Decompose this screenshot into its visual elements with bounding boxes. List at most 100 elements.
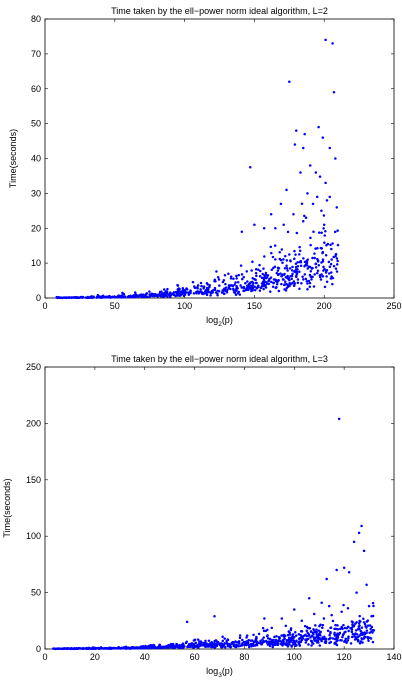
data-point xyxy=(320,261,323,264)
data-point xyxy=(67,647,70,650)
data-point xyxy=(204,639,207,643)
data-point-outlier xyxy=(300,619,304,623)
data-point xyxy=(145,645,149,649)
data-point xyxy=(280,248,284,251)
data-point-outlier xyxy=(340,610,343,614)
data-point xyxy=(318,175,322,178)
data-point-outlier xyxy=(322,223,326,227)
data-point xyxy=(270,251,273,255)
data-point xyxy=(271,645,274,649)
data-point xyxy=(291,265,294,269)
data-point xyxy=(187,292,191,295)
data-point xyxy=(298,640,302,643)
data-point xyxy=(334,623,337,627)
data-point xyxy=(322,617,326,620)
data-point xyxy=(294,253,297,256)
data-point xyxy=(241,277,244,281)
data-point xyxy=(90,296,93,299)
data-point xyxy=(341,635,344,639)
data-point xyxy=(272,638,275,642)
data-point xyxy=(294,631,297,634)
data-point xyxy=(67,296,71,299)
data-point xyxy=(323,241,326,244)
data-point xyxy=(366,635,370,639)
data-point xyxy=(278,637,281,640)
chart-title: Time taken by the ell−power norm ideal a… xyxy=(111,6,328,16)
data-point xyxy=(342,623,345,627)
data-point xyxy=(360,637,363,640)
data-point xyxy=(343,640,346,643)
data-point xyxy=(270,268,273,271)
data-point xyxy=(98,295,101,299)
data-point xyxy=(342,603,345,607)
data-point xyxy=(350,635,354,639)
data-point xyxy=(231,287,235,291)
data-point xyxy=(209,294,212,297)
data-point xyxy=(200,284,203,288)
data-point xyxy=(331,619,335,623)
data-point xyxy=(265,634,269,638)
data-point xyxy=(167,643,170,647)
data-point-outlier xyxy=(293,608,296,611)
y-tick-label: 0 xyxy=(36,293,41,303)
data-point xyxy=(292,635,296,639)
data-point xyxy=(298,644,301,647)
data-point xyxy=(290,277,293,281)
data-point xyxy=(336,624,339,627)
data-point xyxy=(313,639,317,642)
data-point xyxy=(108,647,111,650)
data-point-outlier xyxy=(328,195,332,199)
data-point-outlier xyxy=(342,566,346,570)
data-point xyxy=(284,280,287,284)
data-point xyxy=(231,641,234,644)
data-point xyxy=(290,636,293,639)
y-tick-label: 50 xyxy=(31,119,41,129)
data-point-outlier xyxy=(320,601,323,604)
data-point xyxy=(280,282,283,286)
data-point xyxy=(197,646,200,649)
data-point-outlier xyxy=(328,146,332,150)
data-point-outlier xyxy=(324,181,327,185)
x-axis-label-main: log xyxy=(206,666,218,676)
data-point xyxy=(354,629,358,632)
data-point xyxy=(293,249,296,253)
data-point xyxy=(176,294,179,297)
data-point xyxy=(254,271,258,275)
data-point xyxy=(239,284,242,287)
data-point-outlier xyxy=(352,540,356,544)
data-point-outlier xyxy=(311,202,315,206)
data-point xyxy=(301,275,304,278)
data-point xyxy=(285,266,289,270)
data-point xyxy=(313,273,316,276)
x-tick-label: 0 xyxy=(42,301,47,311)
data-point xyxy=(302,257,305,260)
data-point xyxy=(279,642,283,646)
data-point xyxy=(240,286,243,289)
data-point xyxy=(261,638,264,641)
data-point-outlier xyxy=(285,188,288,192)
data-point xyxy=(259,639,262,643)
data-point xyxy=(181,287,185,290)
data-point xyxy=(337,633,340,637)
data-point xyxy=(296,261,299,264)
data-point xyxy=(276,269,280,272)
y-tick-label: 250 xyxy=(26,362,41,372)
data-point xyxy=(328,265,332,269)
y-tick-label: 200 xyxy=(26,418,41,428)
data-point xyxy=(279,258,283,262)
data-point xyxy=(321,275,325,278)
data-point xyxy=(278,639,282,643)
data-point xyxy=(294,641,297,644)
data-point xyxy=(295,231,299,235)
data-point xyxy=(322,227,325,230)
data-point xyxy=(132,295,136,298)
data-point xyxy=(108,295,112,298)
data-point xyxy=(253,288,257,292)
data-point xyxy=(214,639,218,642)
data-point xyxy=(63,296,67,299)
x-tick-label: 100 xyxy=(177,301,192,311)
data-point xyxy=(276,279,280,283)
data-point xyxy=(290,269,294,272)
x-axis-label-tail: (p) xyxy=(222,666,233,676)
data-point xyxy=(257,632,261,636)
